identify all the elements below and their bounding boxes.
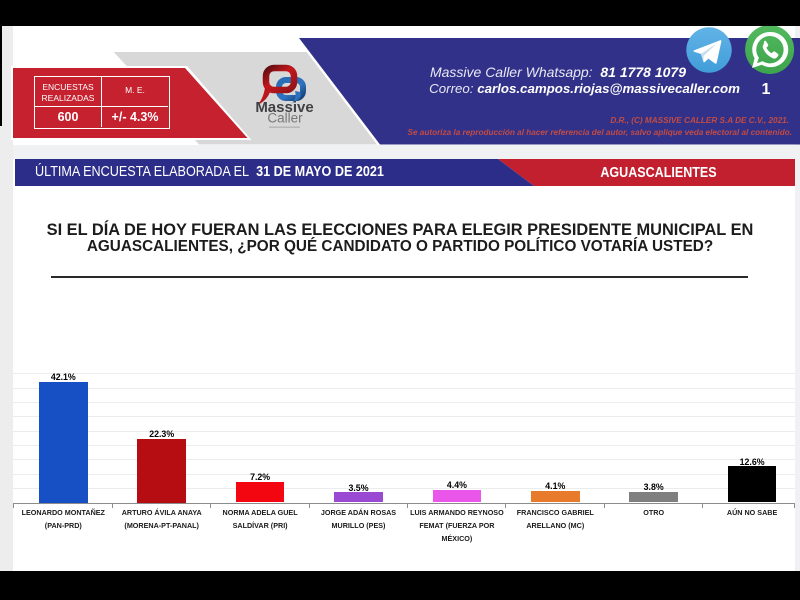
svg-text:Massive: Massive	[255, 99, 313, 116]
svg-text:Caller: Caller	[267, 111, 303, 126]
